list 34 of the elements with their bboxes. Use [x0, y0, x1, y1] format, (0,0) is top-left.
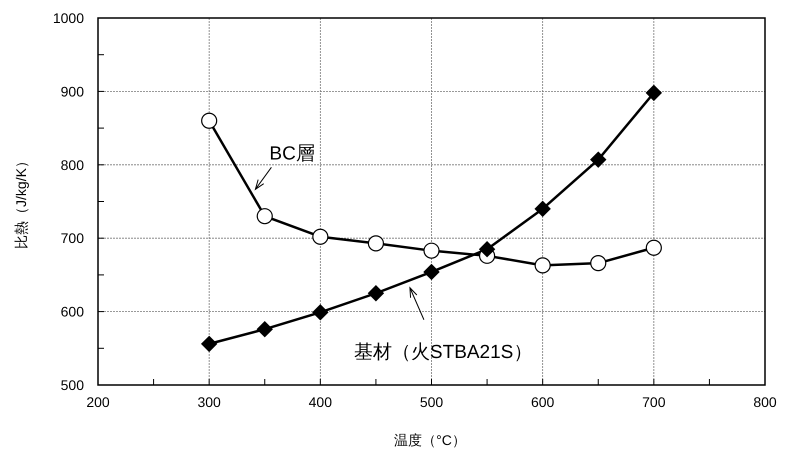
point: [534, 257, 551, 274]
point: [479, 241, 496, 258]
point: [256, 208, 273, 224]
point: [368, 235, 384, 252]
x-axis-title: 温度（°C）: [394, 432, 466, 448]
y-tick-label: 500: [60, 377, 84, 393]
point: [646, 240, 662, 256]
point: [423, 242, 440, 259]
point: [646, 84, 662, 101]
point: [590, 255, 606, 272]
y-tick-label: 1000: [52, 10, 84, 26]
y-axis-title: 比熱（J/kg/K）: [13, 154, 29, 249]
point: [256, 321, 273, 338]
point: [368, 285, 384, 302]
x-tick-label: 400: [308, 394, 332, 410]
point: [534, 200, 551, 217]
point: [590, 152, 606, 168]
point: [201, 336, 218, 352]
y-tick-label: 700: [60, 230, 84, 246]
x-tick-label: 700: [642, 394, 666, 410]
x-tick-label: 800: [753, 394, 777, 410]
point: [312, 304, 328, 320]
legend-label: 基材（火STBA21S）: [354, 342, 532, 363]
y-tick-label: 900: [60, 83, 84, 100]
y-tick-label: 600: [60, 304, 84, 320]
x-tick-label: 300: [197, 394, 222, 410]
point: [312, 228, 328, 245]
series-label: BC層: [269, 143, 315, 164]
point: [424, 264, 440, 280]
y-tick-label: 800: [60, 156, 84, 173]
x-tick-label: 200: [86, 394, 110, 410]
x-tick-label: 500: [420, 394, 444, 410]
point: [201, 112, 218, 129]
x-tick-label: 600: [530, 394, 555, 410]
